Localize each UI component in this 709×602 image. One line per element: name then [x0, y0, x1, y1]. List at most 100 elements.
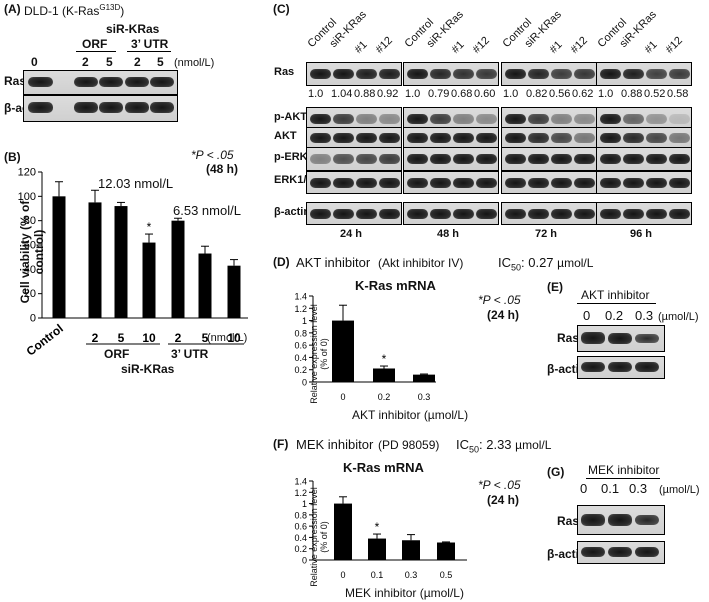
undefined-xtick-label: 0.3 — [405, 570, 418, 580]
panel-c-ras-ratio: 0.60 — [474, 88, 496, 100]
panel-b-time: (48 h) — [206, 162, 239, 176]
undefined-ytick-label: 0.4 — [294, 533, 307, 543]
panel-e-unit: (µmol/L) — [658, 311, 699, 323]
panel-c-band — [505, 133, 526, 143]
undefined-bar — [373, 368, 395, 382]
panel-c-blot-actin — [596, 202, 692, 225]
panel-b-unit: (nmol/L) — [207, 332, 248, 344]
panel-c-band — [623, 114, 644, 124]
panel-c-band — [476, 154, 497, 164]
panel-g-unit: (µmol/L) — [659, 484, 700, 496]
panel-c-band — [407, 133, 428, 143]
panel-d-letter: (D) — [273, 255, 290, 269]
panel-c-band — [669, 154, 690, 164]
panel-c-band — [453, 209, 474, 219]
panel-c-blot-erk — [596, 171, 692, 194]
undefined-xtick-label: 0.1 — [371, 570, 384, 580]
panel-e-ras-blot — [577, 325, 665, 352]
panel-c-band — [505, 114, 526, 124]
panel-c-band — [551, 133, 572, 143]
undefined-bar — [114, 206, 128, 318]
panel-b-sig: *P < .05 — [191, 148, 234, 162]
panel-b-xtick-label: 5 — [118, 331, 125, 345]
undefined-ytick-label: 80 — [24, 215, 36, 227]
panel-c-band — [574, 154, 595, 164]
panel-c-blot-actin — [403, 202, 499, 225]
panel-b-letter: (B) — [4, 150, 21, 164]
undefined-significance-star: * — [375, 520, 380, 534]
undefined-bar — [52, 196, 66, 318]
panel-b-ic-utr: 6.53 nmol/L — [173, 203, 241, 218]
undefined-ytick-label: 0.4 — [294, 353, 307, 363]
undefined-ytick-label: 1.4 — [294, 292, 307, 302]
panel-c-ras-ratio: 0.82 — [526, 88, 548, 100]
panel-c-blot-erk — [403, 171, 499, 194]
panel-c-band — [551, 114, 572, 124]
panel-c-blot-actin — [501, 202, 597, 225]
panel-c-band — [646, 209, 667, 219]
panel-c-letter: (C) — [273, 2, 290, 16]
undefined-ytick-label: 100 — [18, 191, 36, 203]
undefined-xtick-label: 0 — [340, 570, 345, 580]
panel-a-ras-blot — [23, 70, 178, 95]
panel-b-xtick-label: 10 — [142, 331, 156, 345]
panel-b-sirkras-label: siR-KRas — [121, 362, 175, 376]
panel-e-lane-1: 0.2 — [605, 308, 624, 323]
panel-c-band — [600, 209, 621, 219]
panel-e-row-ras: Ras — [557, 331, 580, 345]
undefined-xtick-label: 0.3 — [418, 392, 431, 402]
panel-c-ras-ratio: 0.79 — [428, 88, 450, 100]
panel-c-band — [430, 178, 451, 188]
panel-c-band — [430, 133, 451, 143]
panel-c-band — [476, 133, 497, 143]
panel-c-band — [551, 178, 572, 188]
undefined-bar — [171, 220, 185, 318]
undefined-ytick-label: 60 — [24, 240, 36, 252]
panel-a-cell-line: DLD-1 (K-RasG13D) — [24, 3, 125, 18]
panel-c-band — [379, 69, 400, 79]
panel-a-lane-1: 2 — [82, 55, 89, 69]
panel-f-xlabel: MEK inhibitor (µmol/L) — [345, 586, 464, 600]
panel-c-band — [356, 154, 377, 164]
panel-c-band — [407, 69, 428, 79]
panel-c-band — [476, 209, 497, 219]
undefined-bar — [142, 242, 156, 318]
panel-c-band — [379, 178, 400, 188]
panel-g-lane-2: 0.3 — [629, 481, 648, 496]
panel-c-ras-ratio: 1.0 — [405, 88, 421, 100]
panel-a-sirkras-label: siR-KRas — [106, 22, 160, 36]
panel-c-band — [600, 114, 621, 124]
panel-a-actin-blot — [23, 95, 178, 122]
panel-c-band — [356, 133, 377, 143]
panel-c-band — [407, 154, 428, 164]
panel-c-band — [600, 178, 621, 188]
panel-c-band — [430, 69, 451, 79]
panel-c-band — [430, 154, 451, 164]
panel-f-chart-title: K-Ras mRNA — [343, 460, 424, 475]
panel-c-band — [476, 69, 497, 79]
panel-c-band — [528, 154, 549, 164]
panel-c-band — [453, 114, 474, 124]
undefined-ytick-label: 0.2 — [294, 544, 307, 554]
panel-c-blot-akt — [306, 127, 402, 149]
undefined-ytick-label: 40 — [24, 264, 36, 276]
panel-f-drug: (PD 98059) — [378, 438, 440, 452]
panel-c-lane-label: #1 — [547, 38, 565, 56]
panel-c-blot-erk — [501, 171, 597, 194]
panel-c-band — [600, 69, 621, 79]
panel-a-utr-bracket — [127, 51, 171, 52]
panel-c-band — [476, 178, 497, 188]
panel-c-lane-label: #12 — [663, 34, 685, 56]
undefined-xtick-label: 0.2 — [378, 392, 391, 402]
panel-c-ras-ratio: 0.62 — [572, 88, 594, 100]
undefined-ytick-label: 1.2 — [294, 304, 307, 314]
panel-g-header: MEK inhibitor — [588, 463, 660, 477]
undefined-significance-star: * — [382, 352, 387, 366]
undefined-bar — [334, 503, 352, 560]
undefined-bar — [368, 538, 386, 560]
panel-c-blot-akt — [596, 127, 692, 149]
panel-c-band — [476, 114, 497, 124]
panel-a-orf-label: ORF — [82, 37, 108, 51]
undefined-ytick-label: 0.8 — [294, 328, 307, 338]
panel-f-time: (24 h) — [487, 493, 520, 507]
